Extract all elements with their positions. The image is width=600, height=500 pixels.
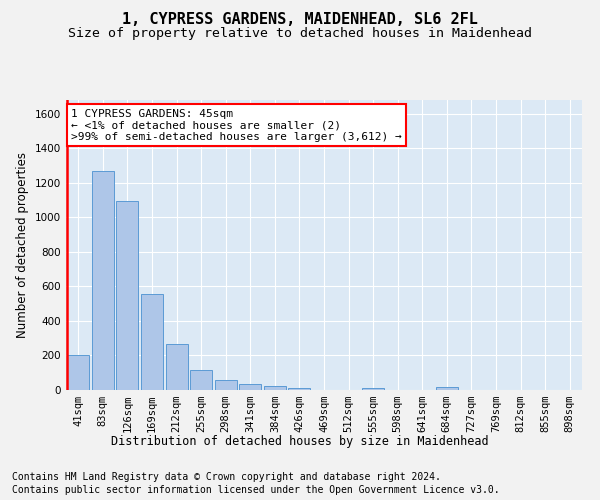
Y-axis label: Number of detached properties: Number of detached properties: [16, 152, 29, 338]
Bar: [190, 370, 212, 390]
Bar: [239, 384, 262, 390]
Bar: [67, 356, 89, 390]
Bar: [141, 294, 163, 390]
Bar: [264, 386, 286, 390]
Bar: [166, 344, 188, 390]
Bar: [116, 201, 139, 390]
Text: 1 CYPRESS GARDENS: 45sqm
← <1% of detached houses are smaller (2)
>99% of semi-d: 1 CYPRESS GARDENS: 45sqm ← <1% of detach…: [71, 108, 402, 142]
Text: Size of property relative to detached houses in Maidenhead: Size of property relative to detached ho…: [68, 28, 532, 40]
Bar: [215, 380, 237, 390]
Text: 1, CYPRESS GARDENS, MAIDENHEAD, SL6 2FL: 1, CYPRESS GARDENS, MAIDENHEAD, SL6 2FL: [122, 12, 478, 28]
Text: Distribution of detached houses by size in Maidenhead: Distribution of detached houses by size …: [111, 435, 489, 448]
Bar: [289, 388, 310, 390]
Bar: [436, 386, 458, 390]
Bar: [92, 171, 114, 390]
Text: Contains public sector information licensed under the Open Government Licence v3: Contains public sector information licen…: [12, 485, 500, 495]
Text: Contains HM Land Registry data © Crown copyright and database right 2024.: Contains HM Land Registry data © Crown c…: [12, 472, 441, 482]
Bar: [362, 388, 384, 390]
